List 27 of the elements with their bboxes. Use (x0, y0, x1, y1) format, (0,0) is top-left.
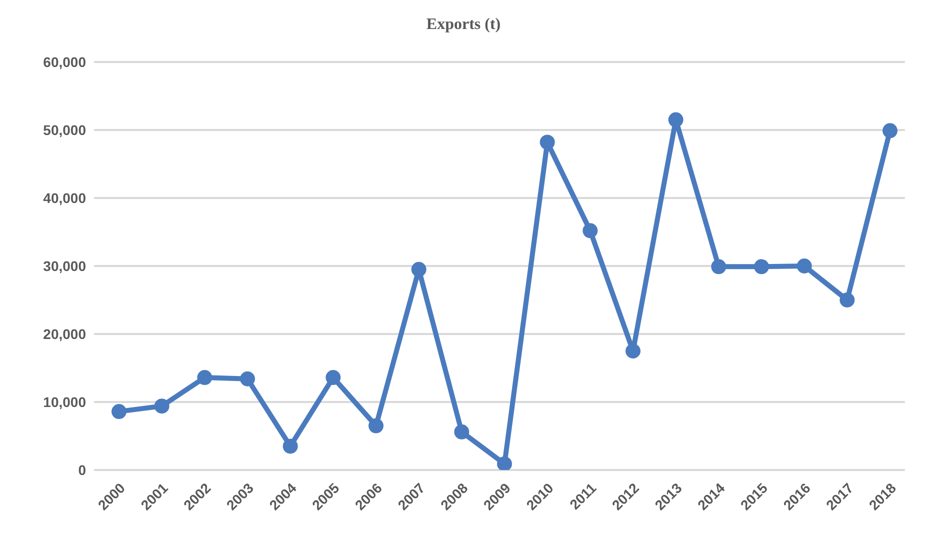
point (497, 456, 512, 470)
point (882, 123, 898, 138)
point (326, 370, 341, 386)
y-tick-label: 40,000 (43, 190, 86, 206)
point (754, 259, 769, 274)
point (796, 258, 812, 274)
chart-title: Exports (t) (425, 15, 502, 35)
point (582, 223, 598, 238)
point (368, 418, 384, 434)
point (112, 404, 126, 420)
point (240, 371, 255, 386)
point (626, 344, 640, 358)
y-tick-label: 20,000 (43, 326, 86, 342)
point (711, 259, 726, 274)
point (454, 424, 470, 440)
y-tick-label: 50,000 (43, 122, 86, 138)
point (197, 370, 212, 386)
y-tick-label: 60,000 (43, 54, 86, 70)
y-tick-label: 0 (78, 462, 86, 478)
point (540, 134, 555, 150)
y-tick-label: 10,000 (43, 394, 86, 410)
point (154, 398, 170, 414)
point (840, 292, 855, 308)
y-tick-label: 30,000 (43, 258, 86, 274)
point (282, 438, 298, 454)
point (668, 112, 684, 128)
point (411, 262, 426, 277)
